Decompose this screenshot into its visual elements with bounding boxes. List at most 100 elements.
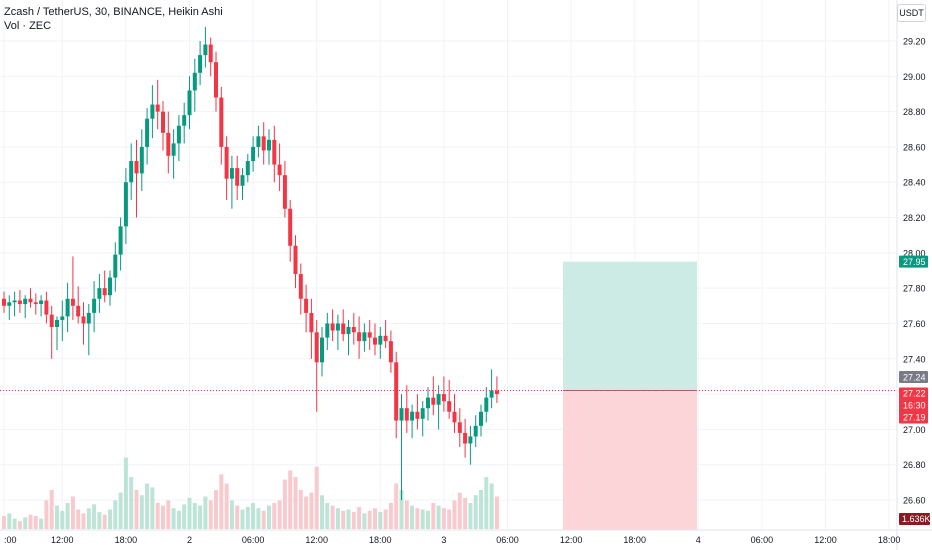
volume-marker-label: 1.636K: [902, 514, 931, 524]
x-tick-label: 12:00: [814, 535, 837, 545]
last-price-label: 27.22: [903, 389, 926, 399]
candle-body: [341, 323, 346, 335]
candle-body: [108, 277, 112, 296]
y-tick-label: 29.00: [903, 72, 926, 82]
volume-bar: [182, 504, 187, 529]
candle-body: [388, 341, 393, 363]
candle-body: [272, 139, 277, 165]
volume-bar: [139, 495, 144, 529]
candle-body: [473, 425, 478, 437]
volume-bar: [362, 513, 367, 529]
candle-body: [23, 298, 28, 305]
volume-bar: [335, 508, 340, 529]
candle-body: [457, 422, 462, 433]
volume-bar: [198, 505, 203, 529]
candle-body: [420, 408, 425, 419]
candle-body: [330, 323, 335, 331]
volume-bar: [404, 500, 409, 529]
volume-bar: [208, 500, 213, 529]
candle-body: [452, 411, 457, 423]
candle-body: [102, 288, 107, 296]
volume-bar: [65, 503, 70, 529]
candle-body: [314, 332, 319, 363]
candle-body: [394, 362, 399, 421]
volume-bar: [86, 508, 91, 529]
candle-body: [2, 298, 6, 306]
candle-body: [346, 326, 351, 335]
volume-bar: [176, 510, 181, 529]
candle-series: [2, 26, 499, 500]
candle-body: [415, 411, 420, 419]
candle-body: [49, 314, 54, 327]
candle-body: [431, 397, 436, 405]
candle-body: [373, 337, 377, 345]
volume-bar: [192, 503, 197, 529]
x-tick-label: 12:00: [51, 535, 74, 545]
long-position-tool[interactable]: [563, 261, 697, 530]
volume-bar: [118, 492, 123, 529]
candle-body: [494, 390, 499, 395]
volume-marker-box: [899, 513, 930, 525]
candle-body: [304, 298, 309, 313]
volume-bar: [49, 490, 54, 529]
last-price-box: [899, 387, 928, 424]
currency-button[interactable]: USDT: [897, 4, 926, 22]
volume-bar: [92, 504, 97, 529]
y-tick-label: 26.80: [903, 460, 926, 470]
symbol-title[interactable]: Zcash / TetherUS, 30, BINANCE, Heikin As…: [4, 6, 223, 18]
candle-body: [383, 335, 388, 342]
volume-bar: [113, 500, 118, 529]
candle-body: [55, 319, 59, 327]
volume-bar: [235, 505, 240, 529]
volume-bar: [314, 466, 319, 529]
candle-body: [261, 136, 266, 151]
volume-bar: [2, 516, 6, 529]
volume-bar: [330, 505, 335, 529]
volume-indicator-label[interactable]: Vol · ZEC: [4, 20, 52, 32]
time-axis[interactable]: :00 12:00 18:00 2 06:00 12:00 18:00 3 06:00 12:00…: [0, 529, 932, 545]
candle-body: [171, 143, 176, 156]
volume-bar: [145, 483, 150, 529]
candle-body: [65, 298, 70, 317]
volume-bar: [97, 512, 102, 529]
volume-bar: [383, 509, 388, 529]
volume-bar: [420, 509, 425, 529]
volume-bar: [410, 505, 415, 529]
volume-bar: [171, 508, 176, 529]
candle-body: [378, 335, 383, 345]
volume-bar: [267, 505, 271, 529]
candle-body: [441, 394, 446, 402]
volume-bar: [304, 496, 309, 529]
candle-body: [139, 146, 144, 174]
volume-bar: [479, 490, 483, 529]
candle-body: [17, 300, 22, 305]
volume-bar: [28, 514, 33, 529]
volume-bar: [394, 483, 399, 529]
candle-body: [267, 139, 271, 151]
price-axis[interactable]: 29.20 29.00 28.80 28.60 28.40 28.20 28.00 27.80…: [896, 0, 926, 550]
volume-bar: [357, 506, 362, 529]
volume-bar: [150, 487, 155, 529]
volume-bar: [399, 490, 404, 529]
volume-bar: [341, 510, 346, 529]
candle-body: [240, 175, 245, 186]
volume-bars: [2, 457, 499, 529]
volume-bar: [367, 510, 372, 529]
candle-body: [410, 411, 415, 421]
candle-body: [426, 397, 430, 409]
volume-bar: [33, 516, 38, 529]
volume-bar: [256, 508, 261, 529]
candle-body: [33, 302, 38, 305]
candle-body: [224, 146, 229, 179]
candle-body: [229, 168, 234, 179]
candle-body: [192, 72, 197, 91]
y-tick-label: 27.80: [903, 284, 926, 294]
volume-bar: [203, 496, 208, 529]
price-marker-box: [899, 371, 928, 384]
candle-body: [351, 326, 356, 333]
target-zone: [563, 261, 697, 391]
volume-bar: [463, 497, 468, 529]
y-tick-label: 28.00: [903, 248, 926, 258]
y-tick-label: 27.60: [903, 319, 926, 329]
